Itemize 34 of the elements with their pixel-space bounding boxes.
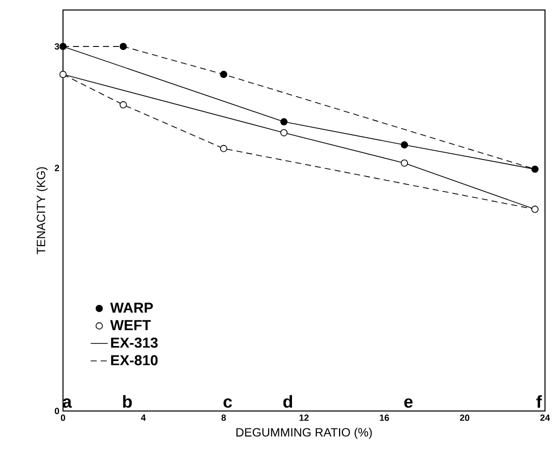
- point: [400, 160, 408, 167]
- annotation: a: [62, 398, 72, 408]
- point: [120, 42, 127, 50]
- point: [59, 70, 67, 78]
- point: [220, 70, 228, 78]
- legend-label: WARP: [110, 302, 153, 313]
- point: [531, 166, 539, 173]
- legend-label: WEFT: [110, 320, 151, 330]
- y-tick-label: 2: [54, 164, 60, 172]
- x-tick-label: 24: [540, 414, 550, 421]
- x-tick-label: 16: [380, 414, 390, 421]
- point: [531, 206, 539, 213]
- x-tick-label: 12: [300, 414, 309, 421]
- point: [280, 129, 288, 136]
- y-tick-label: 3: [54, 43, 60, 50]
- point: [280, 118, 288, 126]
- x-tick-label: 20: [460, 414, 470, 421]
- annotation: e: [404, 398, 413, 408]
- point: [400, 141, 408, 148]
- y-axis-title: TENACITY (KG): [36, 167, 48, 254]
- annotation: c: [224, 398, 232, 408]
- x-tick-label: 8: [221, 414, 226, 421]
- x-axis-title: DEGUMMING RATIO (%): [236, 428, 372, 439]
- annotation: f: [536, 395, 542, 408]
- x-tick-label: 0: [60, 414, 66, 421]
- legend-label: EX-313: [111, 338, 158, 348]
- annotation: b: [123, 395, 132, 408]
- point: [59, 42, 67, 50]
- x-tick-label: 4: [140, 414, 146, 421]
- y-tick-label: 0: [54, 408, 60, 414]
- point: [220, 144, 228, 152]
- legend-label: EX-810: [111, 355, 158, 366]
- annotation: d: [283, 395, 292, 408]
- point: [120, 101, 127, 108]
